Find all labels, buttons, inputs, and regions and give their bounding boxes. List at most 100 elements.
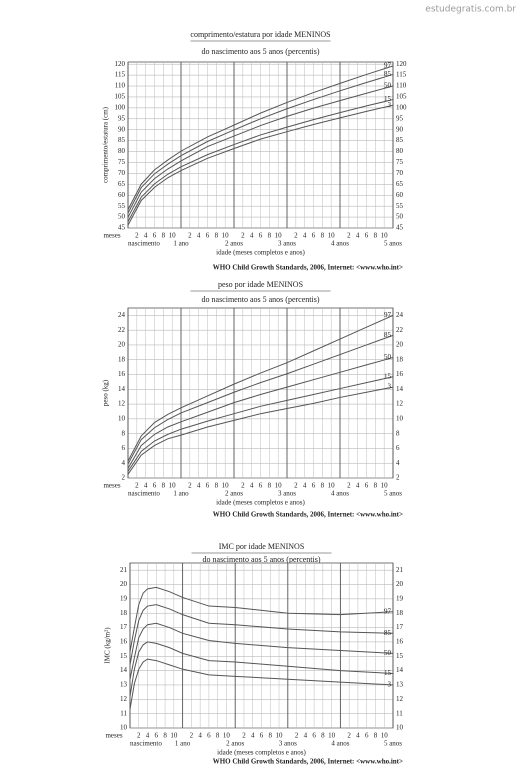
y-tick-label-right: 10 <box>396 414 404 422</box>
year-label: 3 anos <box>278 240 296 248</box>
y-axis-label: comprimento/estatura (cm) <box>102 106 110 183</box>
y-tick-label-right: 8 <box>396 429 400 437</box>
x-tick-label: 4 <box>197 482 201 490</box>
chart-subtitle: do nascimento aos 5 anos (percentis) <box>202 47 320 56</box>
x-axis-label: idade (meses completos e anos) <box>217 749 306 757</box>
x-axis-label: idade (meses completos e anos) <box>216 249 305 257</box>
y-tick-label: 8 <box>122 429 126 437</box>
x-tick-label: 10 <box>381 732 389 740</box>
year-label: 2 anos <box>225 490 243 498</box>
chart-title: IMC por idade MENINOS <box>219 542 305 551</box>
x-tick-label: 6 <box>312 732 316 740</box>
x-tick-label: 8 <box>216 732 220 740</box>
source-note: WHO Child Growth Standards, 2006, Intern… <box>213 511 403 519</box>
y-tick-label-right: 18 <box>396 609 404 617</box>
x-tick-label: 10 <box>222 232 230 240</box>
y-tick-label: 12 <box>120 695 128 703</box>
percentile-line <box>127 73 394 214</box>
x-tick-label: 6 <box>206 482 210 490</box>
x-tick-label: 6 <box>153 232 157 240</box>
y-tick-label: 14 <box>118 385 126 393</box>
x-tick-label: 4 <box>303 232 307 240</box>
y-tick-label: 20 <box>120 580 128 588</box>
y-tick-label-right: 14 <box>396 385 404 393</box>
y-tick-label: 19 <box>120 594 128 602</box>
x-tick-label: 8 <box>374 232 378 240</box>
series-label: 15 <box>384 372 392 380</box>
x-tick-label: 4 <box>356 232 360 240</box>
chart-subtitle: do nascimento aos 5 anos (percentis) <box>203 555 321 564</box>
y-tick-label: 80 <box>118 147 126 155</box>
year-label: 1 ano <box>175 740 191 748</box>
x-tick-label: 6 <box>155 732 159 740</box>
y-tick-label: 13 <box>120 681 128 689</box>
x-tick-label: 4 <box>250 232 254 240</box>
year-label: 4 anos <box>331 240 349 248</box>
y-tick-label-right: 50 <box>396 213 404 221</box>
percentile-line <box>127 99 394 222</box>
y-tick-label: 6 <box>122 444 126 452</box>
y-tick-label: 22 <box>118 326 126 334</box>
x-tick-label: 2 <box>347 732 351 740</box>
x-tick-label: 4 <box>197 232 201 240</box>
series-label: 85 <box>384 629 392 637</box>
x-tick-label: 8 <box>321 732 325 740</box>
y-tick-label-right: 16 <box>396 370 404 378</box>
x-tick-label: 6 <box>312 482 316 490</box>
x-tick-label: 10 <box>169 232 177 240</box>
x-tick-label: 10 <box>328 232 336 240</box>
y-tick-label-right: 85 <box>396 136 404 144</box>
x-tick-label: 8 <box>269 732 273 740</box>
x-tick-label: 6 <box>365 232 369 240</box>
y-tick-label-right: 21 <box>396 566 404 574</box>
y-tick-label: 21 <box>120 566 128 574</box>
x-tick-label: 6 <box>207 732 211 740</box>
y-tick-label-right: 12 <box>396 695 404 703</box>
y-tick-label: 14 <box>120 666 128 674</box>
y-axis-label: peso (kg) <box>102 379 110 406</box>
x-tick-label: 8 <box>268 232 272 240</box>
x-tick-label: 2 <box>188 232 192 240</box>
y-tick-label: 65 <box>118 180 126 188</box>
y-tick-label: 18 <box>118 355 126 363</box>
percentile-line <box>127 65 394 210</box>
percentile-line <box>127 386 394 475</box>
x-tick-label: 6 <box>153 482 157 490</box>
x-tick-label: 4 <box>144 232 148 240</box>
year-label: 5 anos <box>384 740 402 748</box>
chart-title: comprimento/estatura por idade MENINOS <box>190 30 330 39</box>
y-tick-label: 75 <box>118 158 126 166</box>
x-tick-label: 4 <box>356 732 360 740</box>
series-label: 97 <box>384 311 392 319</box>
y-tick-label-right: 6 <box>396 444 400 452</box>
percentile-line <box>129 586 394 653</box>
y-tick-label: 20 <box>118 341 126 349</box>
y-tick-label-right: 120 <box>396 60 407 68</box>
x-tick-label: 4 <box>303 482 307 490</box>
year-label: nascimento <box>130 740 162 748</box>
x-tick-label: 8 <box>374 732 378 740</box>
y-tick-label-right: 100 <box>396 103 407 111</box>
y-tick-label: 50 <box>118 213 126 221</box>
x-tick-label: 8 <box>162 482 166 490</box>
series-label: 3 <box>388 383 392 391</box>
x-tick-label: 6 <box>259 232 263 240</box>
x-tick-label: 10 <box>381 232 389 240</box>
x-tick-label: 8 <box>215 482 219 490</box>
y-tick-label: 16 <box>120 638 128 646</box>
percentile-line <box>129 622 394 680</box>
y-tick-label-right: 90 <box>396 125 404 133</box>
y-tick-label: 2 <box>122 474 126 482</box>
y-tick-label: 12 <box>118 400 126 408</box>
x-tick-label: 4 <box>356 482 360 490</box>
y-tick-label-right: 4 <box>396 459 400 467</box>
x-axis-label: idade (meses completos e anos) <box>216 499 305 507</box>
percentile-line <box>129 658 394 710</box>
x-tick-label: 8 <box>268 482 272 490</box>
y-tick-label: 17 <box>120 623 128 631</box>
y-tick-label-right: 55 <box>396 202 404 210</box>
year-label: 5 anos <box>384 490 402 498</box>
series-label: 15 <box>384 95 392 103</box>
x-tick-label: 10 <box>381 482 389 490</box>
x-tick-label: 10 <box>275 482 283 490</box>
